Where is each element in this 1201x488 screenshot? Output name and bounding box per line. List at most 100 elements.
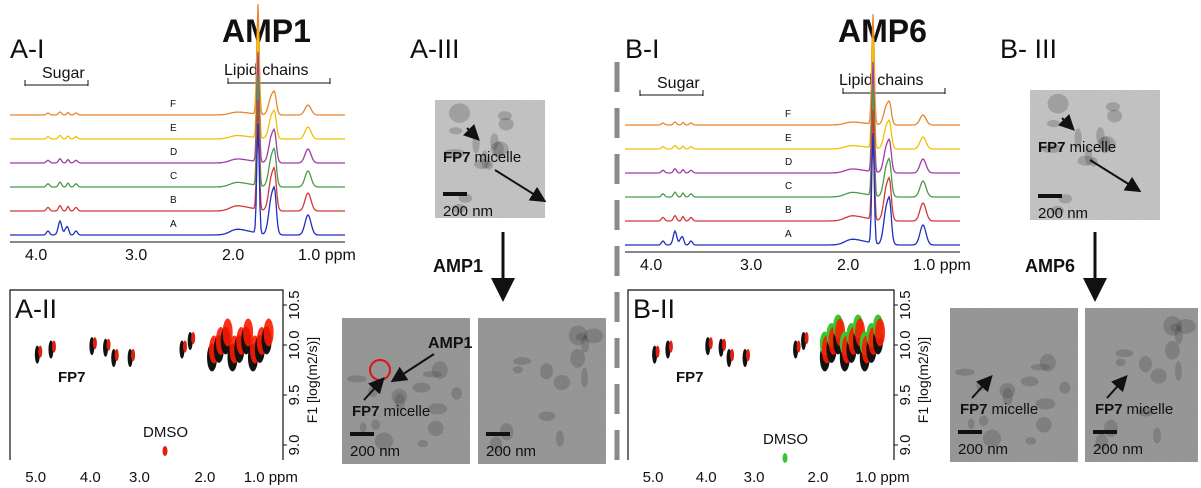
dosy-peak bbox=[131, 349, 136, 361]
tem-feature bbox=[1174, 360, 1182, 381]
dosy-peak bbox=[162, 446, 168, 456]
trace-label: D bbox=[785, 157, 792, 168]
spectrum-trace bbox=[10, 75, 345, 188]
dosy-peak bbox=[796, 340, 801, 353]
trace-label: C bbox=[785, 181, 792, 192]
panel-label: A-II bbox=[15, 294, 57, 324]
trace-label: F bbox=[785, 109, 791, 120]
dosy-peak bbox=[746, 349, 751, 361]
y-axis-title: F1 [log(m2/s)] bbox=[915, 337, 931, 423]
y-tick-label: 10.0 bbox=[897, 330, 914, 359]
y-tick-label: 9.5 bbox=[897, 385, 914, 406]
tem-feature bbox=[490, 133, 499, 151]
micelle-label: FP7 micelle bbox=[1095, 401, 1173, 418]
dosy-peak bbox=[782, 453, 788, 463]
tem-feature bbox=[391, 388, 408, 404]
tem-feature bbox=[481, 150, 489, 169]
panel-title: AMP6 bbox=[838, 13, 927, 49]
tem-feature bbox=[443, 148, 465, 158]
dosy-peak bbox=[51, 340, 56, 353]
micelle-label: FP7 micelle bbox=[960, 401, 1038, 418]
tem-feature bbox=[1139, 355, 1152, 373]
region-label: Sugar bbox=[42, 65, 85, 82]
x-tick-label: 4.0 bbox=[696, 469, 717, 486]
trace-label: B bbox=[785, 205, 792, 216]
panel-label: B- III bbox=[1000, 34, 1057, 64]
tem-feature bbox=[1030, 363, 1051, 371]
spectrum-trace bbox=[10, 123, 345, 236]
particle-name: FP7 bbox=[1095, 401, 1123, 418]
tem-feature bbox=[394, 393, 405, 411]
particle-descriptor: micelle bbox=[1127, 401, 1174, 418]
tem-feature bbox=[427, 403, 448, 415]
x-tick-label: 1.0 ppm bbox=[855, 469, 909, 486]
tem-feature bbox=[568, 325, 588, 346]
dosy-frame bbox=[9, 289, 284, 460]
arrow bbox=[363, 377, 385, 401]
region-label: Lipid chains bbox=[839, 72, 924, 89]
x-tick-label: 4.0 bbox=[80, 469, 101, 486]
tem-image bbox=[950, 308, 1078, 462]
tem-feature bbox=[1137, 406, 1155, 417]
dosy-peak bbox=[38, 345, 43, 358]
spectrum-trace bbox=[625, 37, 960, 150]
tem-feature bbox=[555, 430, 564, 447]
tem-feature bbox=[412, 382, 431, 393]
dosy-peak bbox=[182, 340, 187, 353]
x-tick-label: 3.0 bbox=[740, 257, 762, 274]
trace-label: E bbox=[170, 123, 177, 134]
arrow bbox=[494, 169, 547, 203]
dosy-peak bbox=[191, 332, 196, 344]
pointer-label: AMP1 bbox=[428, 335, 473, 352]
tem-feature bbox=[428, 420, 444, 437]
dosy-peak bbox=[222, 318, 233, 347]
tem-feature bbox=[1025, 437, 1037, 445]
trace-label: C bbox=[170, 171, 177, 182]
tem-feature bbox=[1036, 417, 1052, 433]
tem-feature bbox=[1104, 419, 1118, 437]
region-label: Lipid chains bbox=[224, 62, 309, 79]
x-tick-label: 4.0 bbox=[640, 257, 662, 274]
tem-feature bbox=[498, 117, 514, 131]
tem-feature bbox=[1097, 136, 1116, 152]
spectrum-trace bbox=[625, 14, 960, 126]
tem-feature bbox=[1105, 102, 1120, 112]
scale-bar bbox=[1093, 430, 1117, 434]
trace-label: B bbox=[170, 195, 177, 206]
tem-feature bbox=[580, 335, 590, 353]
tem-feature bbox=[1035, 398, 1056, 410]
micelle-label: FP7 micelle bbox=[352, 403, 430, 420]
particle-name: FP7 bbox=[960, 401, 988, 418]
x-tick-label: 3.0 bbox=[744, 469, 765, 486]
tem-feature bbox=[570, 348, 585, 368]
tem-feature bbox=[982, 429, 1002, 448]
region-bracket bbox=[227, 78, 331, 84]
particle-descriptor: micelle bbox=[1070, 139, 1117, 156]
x-tick-label: 3.0 bbox=[129, 469, 150, 486]
x-tick-label: 1.0 ppm bbox=[913, 257, 971, 274]
solvent-label: DMSO bbox=[763, 431, 808, 448]
tem-image bbox=[1085, 308, 1198, 462]
dosy-peak bbox=[722, 338, 727, 351]
tem-feature bbox=[452, 203, 466, 214]
spectrum-trace bbox=[625, 85, 960, 198]
x-tick-label: 5.0 bbox=[25, 469, 46, 486]
y-tick-label: 10.5 bbox=[286, 290, 303, 319]
particle-descriptor: micelle bbox=[992, 401, 1039, 418]
scale-bar bbox=[958, 430, 982, 434]
dosy-peak bbox=[730, 349, 735, 361]
arrow bbox=[1089, 159, 1142, 193]
x-tick-label: 1.0 ppm bbox=[244, 469, 298, 486]
tem-feature bbox=[1095, 433, 1108, 450]
y-axis-title: F1 [log(m2/s)] bbox=[304, 337, 320, 423]
tem-feature bbox=[451, 387, 463, 400]
tem-feature bbox=[513, 357, 531, 366]
particle-name: FP7 bbox=[1038, 139, 1066, 156]
tem-image bbox=[1030, 90, 1160, 220]
panel-label: B-I bbox=[625, 34, 660, 64]
dosy-peak bbox=[106, 338, 111, 351]
tem-feature bbox=[499, 423, 514, 441]
tem-feature bbox=[1165, 340, 1180, 360]
tem-feature bbox=[1002, 387, 1013, 406]
tem-feature bbox=[581, 367, 588, 388]
